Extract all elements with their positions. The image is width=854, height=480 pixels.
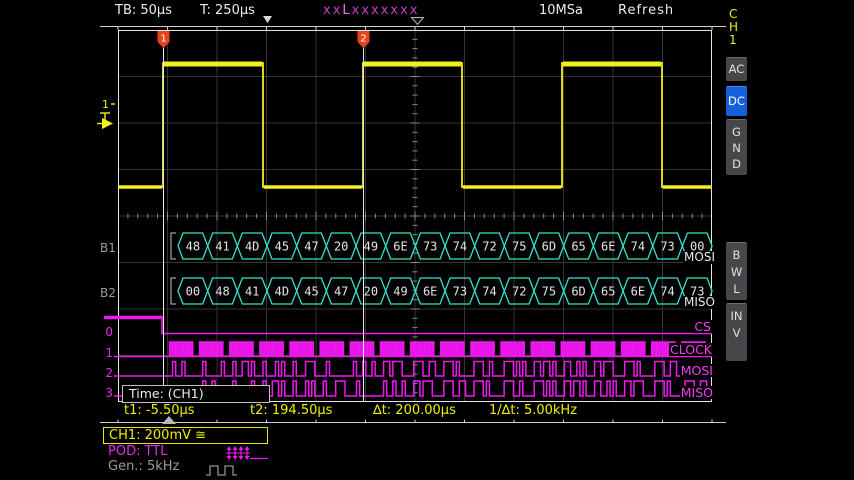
svg-text: 74 [482,285,496,299]
pod-channel-2-marker: 2 [105,366,113,380]
coupling-dc-button[interactable]: DC [726,86,747,116]
bus2-marker: B2 [100,286,116,300]
ch1-scale-readout: CH1: 200mV [109,428,192,443]
svg-text: 72 [512,285,526,299]
bus1-name-label: MOSI [683,250,716,264]
pod-miso-label: MISO [679,385,714,400]
pod-mosi-label: MOSI [679,363,714,378]
bus2-decode-row: 00 48 41 4D 45 47 20 49 6E 73 74 72 75 6D 65 6E 74 73 [170,277,713,305]
svg-text: 2 [360,34,366,45]
coupling-ac-button[interactable]: AC [726,57,747,81]
svg-text: 49 [364,240,378,254]
svg-text: 00 [690,240,704,254]
pod-status-readout[interactable]: POD: TTL [108,444,168,459]
pod-logic-icon [226,446,268,460]
svg-text: 45 [304,285,318,299]
bandwidth-limit-button[interactable]: BWL [726,242,747,300]
svg-text: 73 [690,285,704,299]
bus1-marker: B1 [100,241,116,255]
cursor-delta-t-readout: ∆t: 200.00µs [373,403,456,418]
svg-text: 74 [631,240,645,254]
cursor-flag[interactable]: 2 [357,31,370,48]
svg-text: 48 [186,240,200,254]
pattern-prefix: xx [323,3,343,18]
pod-cs-label: CS [693,319,712,334]
bus1-decode-row: 48 41 4D 45 47 20 49 6E 73 74 72 75 6D 65 6E 74 73 00 [170,232,713,260]
svg-text: 65 [601,285,615,299]
coupling-gnd-button[interactable]: GND [726,119,747,175]
trigger-position-marker-icon[interactable] [410,17,425,26]
pod-channel-0-marker: 0 [105,325,113,339]
svg-text: 4D [275,285,289,299]
cursor-lines[interactable] [163,47,364,402]
generator-status-readout[interactable]: Gen.: 5kHz [108,459,180,474]
svg-text: 6D [571,285,585,299]
svg-text: 6D [542,240,556,254]
trigger-pattern-readout: xxLxxxxxxx [323,4,420,18]
pod-clock-label: CLOCK [668,342,713,357]
ch1-waveform [118,61,712,189]
svg-text: 1 [102,98,109,111]
svg-text: 45 [275,240,289,254]
svg-text: 41 [245,285,259,299]
cursor-t2-readout: t2: 194.50µs [250,403,333,418]
cursor-inv-delta-t-readout: 1/∆t: 5.00kHz [489,403,578,418]
pattern-active-bit: L [342,3,352,18]
trigger-time-marker-icon[interactable] [263,16,272,23]
pod-channel-3-marker: 3 [105,386,113,400]
ch1-scale-box[interactable]: CH1: 200mV ≅ [103,427,268,444]
svg-text: 41 [215,240,229,254]
svg-text: 47 [334,285,348,299]
pod-channel-1-marker: 1 [105,346,113,360]
ch1-position-marker: 1 [97,98,115,129]
svg-text: 20 [364,285,378,299]
svg-text: 00 [186,285,200,299]
svg-text: 73 [453,285,467,299]
svg-text: 73 [423,240,437,254]
svg-text: 75 [542,285,556,299]
trigger-time-readout: T: 250µs [200,3,255,18]
svg-text: 74 [660,285,674,299]
svg-text: 48 [215,285,229,299]
pod-clock-waveform [114,341,713,358]
svg-text: 6E [601,240,615,254]
svg-text: 73 [660,240,674,254]
invert-button[interactable]: INV [726,303,747,361]
svg-text: 6E [423,285,437,299]
ch1-coupling-icon: ≅ [195,428,207,443]
svg-text: 74 [453,240,467,254]
cursor-t1-readout: t1: -5.50µs [124,403,195,418]
svg-text: 6E [631,285,645,299]
svg-text: 75 [512,240,526,254]
bus2-name-label: MISO [683,295,716,309]
svg-text: 6E [393,240,407,254]
svg-text: 65 [571,240,585,254]
measurement-source-box: Time: (CH1) [122,385,270,403]
pattern-suffix: xxxxxxx [351,3,420,18]
svg-text: 49 [393,285,407,299]
svg-text: 4D [245,240,259,254]
svg-text: 20 [334,240,348,254]
pod-cs-waveform [104,315,712,335]
sample-rate-readout: 10MSa [539,3,583,18]
cursor-flag[interactable]: 1 [157,31,170,48]
svg-text: 72 [482,240,496,254]
svg-text: 47 [304,240,318,254]
sidebar-channel-label: CH1 [729,7,739,47]
pod-mosi-waveform [114,360,713,377]
svg-text: 1 [160,34,166,45]
timebase-readout: TB: 50µs [115,3,172,18]
acquisition-mode-readout: Refresh [618,3,675,18]
generator-squarewave-icon [206,465,237,476]
